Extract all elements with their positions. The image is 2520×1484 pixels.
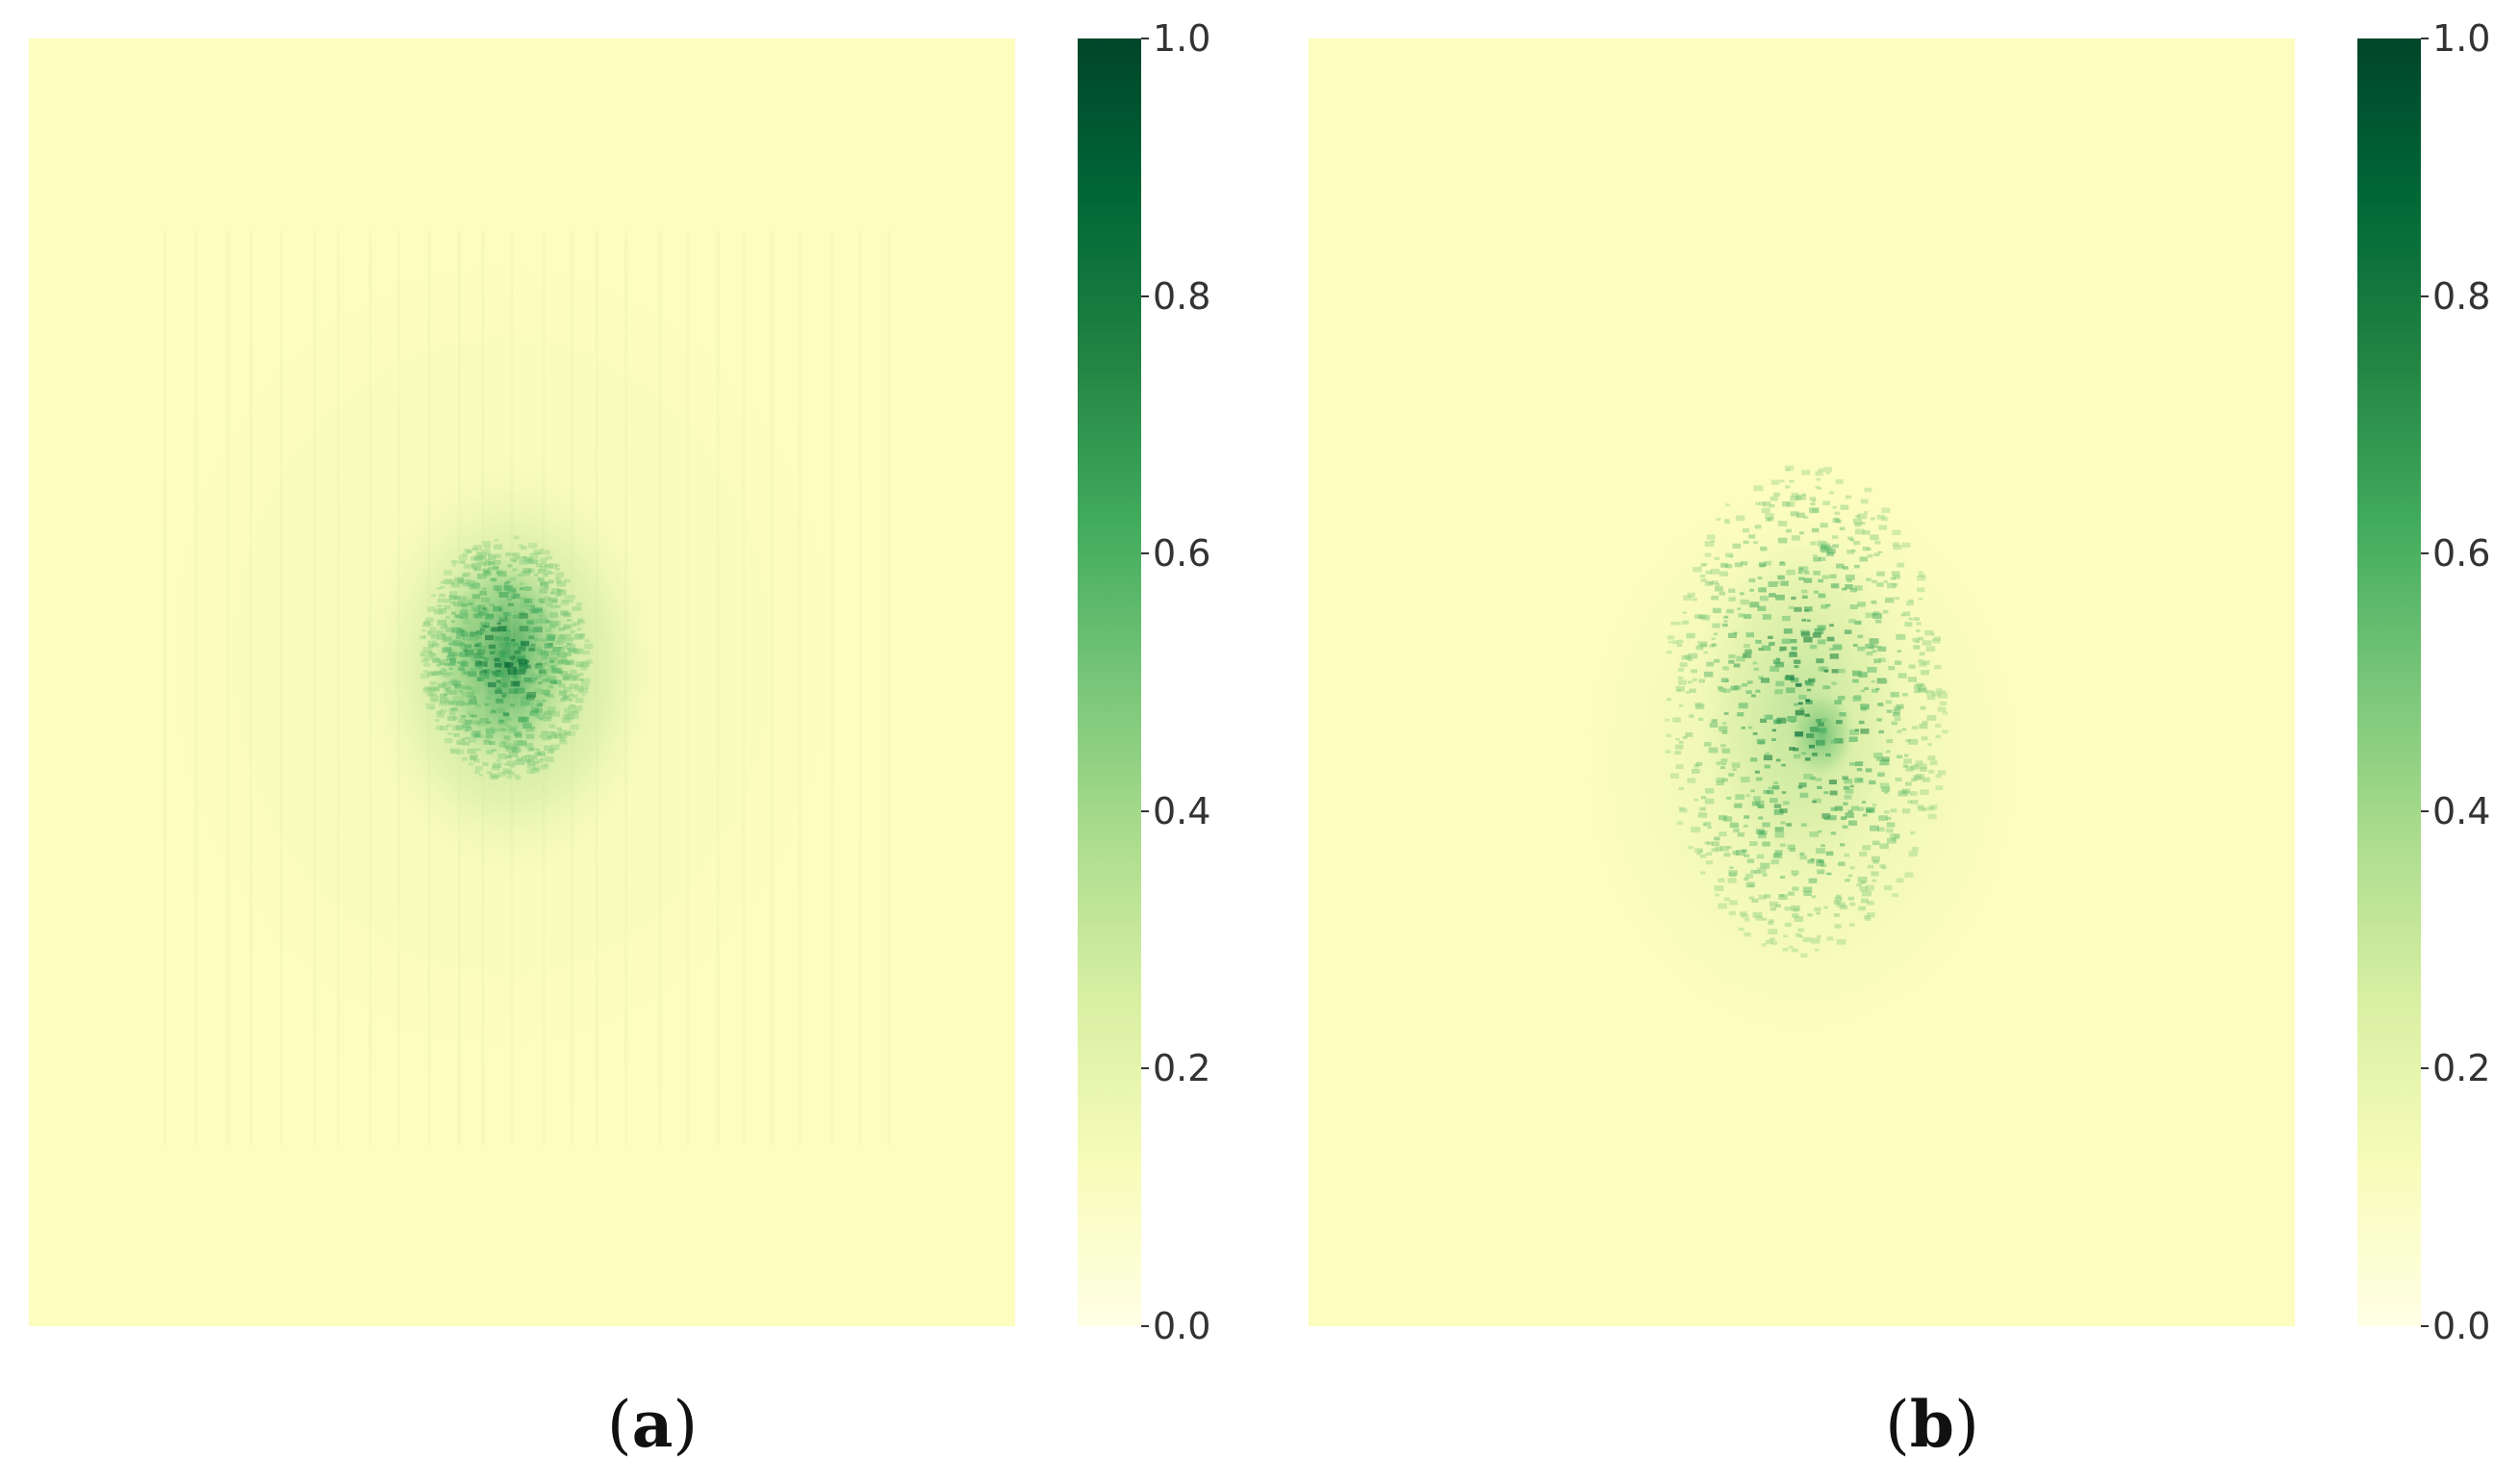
colorbar-tick-label: 0.6 (2432, 532, 2491, 576)
colorbar-tick-mark (2421, 1067, 2429, 1070)
colorbar-tick-mark (1141, 809, 1149, 812)
colorbar-ticks-a: 0.0 0.2 0.4 0.6 0.8 1.0 (1141, 17, 1257, 1347)
colorbar-a: 0.0 0.2 0.4 0.6 0.8 1.0 (1078, 17, 1210, 1347)
heatmap-plot-b (1309, 38, 2295, 1326)
panel-label-b: (b) (1885, 1387, 1979, 1462)
heatmap-svg-b (1309, 38, 2295, 1326)
colorbar-tick-mark (2421, 552, 2429, 555)
colorbar-tick-label: 0.4 (1153, 789, 1211, 832)
colorbar-tick-label: 0.0 (1153, 1305, 1211, 1347)
colorbar-tick-label: 1.0 (1153, 17, 1211, 60)
colorbar-tick-label: 0.4 (2432, 789, 2491, 832)
colorbar-tick-mark (2421, 38, 2429, 39)
colorbar-tick-mark (1141, 294, 1149, 297)
heatmap-texture (163, 231, 891, 1145)
colorbar-gradient-b (2357, 38, 2421, 1326)
colorbar-tick-mark (2421, 1325, 2429, 1327)
colorbar-tick-mark (1141, 38, 1149, 39)
colorbar-tick-label: 0.2 (1153, 1047, 1211, 1090)
colorbar-tick-label: 0.8 (1153, 274, 1211, 318)
colorbar-tick-label: 0.0 (2432, 1305, 2491, 1347)
colorbar-tick-label: 0.8 (2432, 274, 2491, 318)
colorbar-gradient-a (1078, 38, 1141, 1326)
heatmap-hotspot (1782, 682, 1861, 786)
colorbar-tick-label: 0.2 (2432, 1047, 2491, 1090)
heatmap-svg-a (29, 38, 1015, 1326)
colorbar-tick-mark (2421, 294, 2429, 297)
panel-label-a: (a) (606, 1387, 699, 1462)
heatmap-plot-a (29, 38, 1015, 1326)
heatmap-panel-a: 0.0 0.2 0.4 0.6 0.8 1.0 (a) (0, 0, 1251, 1484)
colorbar-tick-mark (1141, 1325, 1149, 1327)
colorbar-tick-mark (1141, 1067, 1149, 1070)
colorbar-b: 0.0 0.2 0.4 0.6 0.8 1.0 (2357, 17, 2490, 1347)
colorbar-tick-mark (1141, 552, 1149, 555)
heatmap-panel-b: 0.0 0.2 0.4 0.6 0.8 1.0 (b) (1280, 0, 2520, 1484)
colorbar-tick-label: 1.0 (2432, 17, 2491, 60)
heatmap-texture (1665, 465, 1948, 958)
colorbar-tick-label: 0.6 (1153, 532, 1211, 576)
colorbar-ticks-b: 0.0 0.2 0.4 0.6 0.8 1.0 (2421, 17, 2520, 1347)
colorbar-tick-mark (2421, 809, 2429, 812)
